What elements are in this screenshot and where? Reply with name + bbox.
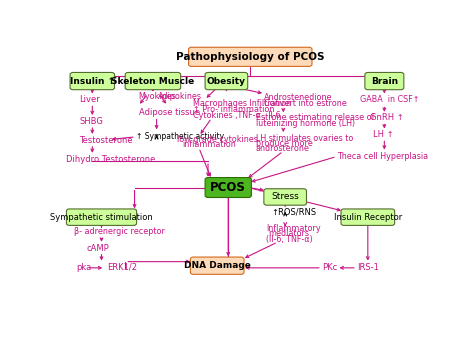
Text: Cytokines ,TNF-α , Il-6: Cytokines ,TNF-α , Il-6 bbox=[193, 111, 281, 120]
Text: Macrophages Infiltration: Macrophages Infiltration bbox=[193, 99, 292, 108]
Text: Liver: Liver bbox=[80, 96, 100, 104]
Text: Insulin Receptor: Insulin Receptor bbox=[334, 213, 402, 222]
FancyBboxPatch shape bbox=[365, 72, 404, 90]
Text: Stress: Stress bbox=[271, 193, 299, 202]
Text: Dihydro Testosterone: Dihydro Testosterone bbox=[66, 155, 155, 164]
Text: IRS-1: IRS-1 bbox=[357, 263, 379, 272]
Text: PKc: PKc bbox=[322, 263, 337, 272]
FancyBboxPatch shape bbox=[125, 72, 181, 90]
FancyBboxPatch shape bbox=[189, 47, 312, 66]
Text: GnRH ↑: GnRH ↑ bbox=[370, 113, 403, 122]
Text: LH ↑: LH ↑ bbox=[374, 131, 394, 140]
Text: DNA Damage: DNA Damage bbox=[184, 261, 251, 270]
Text: ↑ Pro- inflammation: ↑ Pro- inflammation bbox=[193, 105, 275, 114]
Text: mediators: mediators bbox=[268, 229, 309, 238]
Text: PCOS: PCOS bbox=[210, 181, 246, 194]
Text: Androstenedione: Androstenedione bbox=[264, 93, 333, 102]
Text: Convert into estrone: Convert into estrone bbox=[264, 99, 347, 108]
FancyBboxPatch shape bbox=[205, 177, 251, 197]
Text: ↑ROS/RNS: ↑ROS/RNS bbox=[272, 207, 317, 216]
Text: Skeleton Muscle: Skeleton Muscle bbox=[111, 77, 194, 86]
Text: ERK1/2: ERK1/2 bbox=[107, 262, 137, 272]
Text: Estrone estimating release of: Estrone estimating release of bbox=[256, 113, 374, 122]
Text: Insulin ↑: Insulin ↑ bbox=[70, 77, 115, 86]
FancyBboxPatch shape bbox=[66, 209, 137, 225]
Text: inflammation: inflammation bbox=[182, 140, 236, 149]
Text: Pathophysiology of PCOS: Pathophysiology of PCOS bbox=[176, 52, 325, 62]
Text: low grade cytokines: low grade cytokines bbox=[177, 135, 258, 144]
Text: cAMP: cAMP bbox=[87, 244, 109, 253]
Text: Brain: Brain bbox=[371, 77, 398, 86]
Text: androsterone: androsterone bbox=[256, 145, 310, 154]
FancyBboxPatch shape bbox=[70, 72, 115, 90]
FancyBboxPatch shape bbox=[191, 257, 244, 274]
Text: Adipokines: Adipokines bbox=[158, 92, 202, 102]
Text: Obesity: Obesity bbox=[207, 77, 246, 86]
Text: ↑ Sympathetic activity: ↑ Sympathetic activity bbox=[137, 132, 225, 141]
Text: Inflammatory: Inflammatory bbox=[266, 224, 321, 233]
FancyBboxPatch shape bbox=[264, 189, 307, 205]
Text: Testosterone: Testosterone bbox=[80, 136, 133, 145]
Text: Adipose tissue: Adipose tissue bbox=[139, 107, 201, 117]
Text: GABA  in CSF↑: GABA in CSF↑ bbox=[360, 96, 420, 104]
Text: luteinizing hormone (LH): luteinizing hormone (LH) bbox=[256, 119, 355, 128]
Text: (Il-6, TNF-α): (Il-6, TNF-α) bbox=[266, 234, 313, 244]
Text: β- adrenergic receptor: β- adrenergic receptor bbox=[74, 228, 165, 237]
FancyBboxPatch shape bbox=[341, 209, 395, 225]
Text: Theca cell Hyperplasia: Theca cell Hyperplasia bbox=[337, 152, 428, 161]
Text: Myokines: Myokines bbox=[138, 92, 176, 102]
Text: SHBG: SHBG bbox=[80, 117, 103, 126]
FancyBboxPatch shape bbox=[205, 72, 248, 90]
Text: LH stimulates ovaries to: LH stimulates ovaries to bbox=[256, 134, 353, 143]
Text: pka: pka bbox=[76, 262, 91, 272]
Text: produce more: produce more bbox=[256, 139, 312, 148]
Text: Sympathetic stimulation: Sympathetic stimulation bbox=[50, 213, 153, 222]
